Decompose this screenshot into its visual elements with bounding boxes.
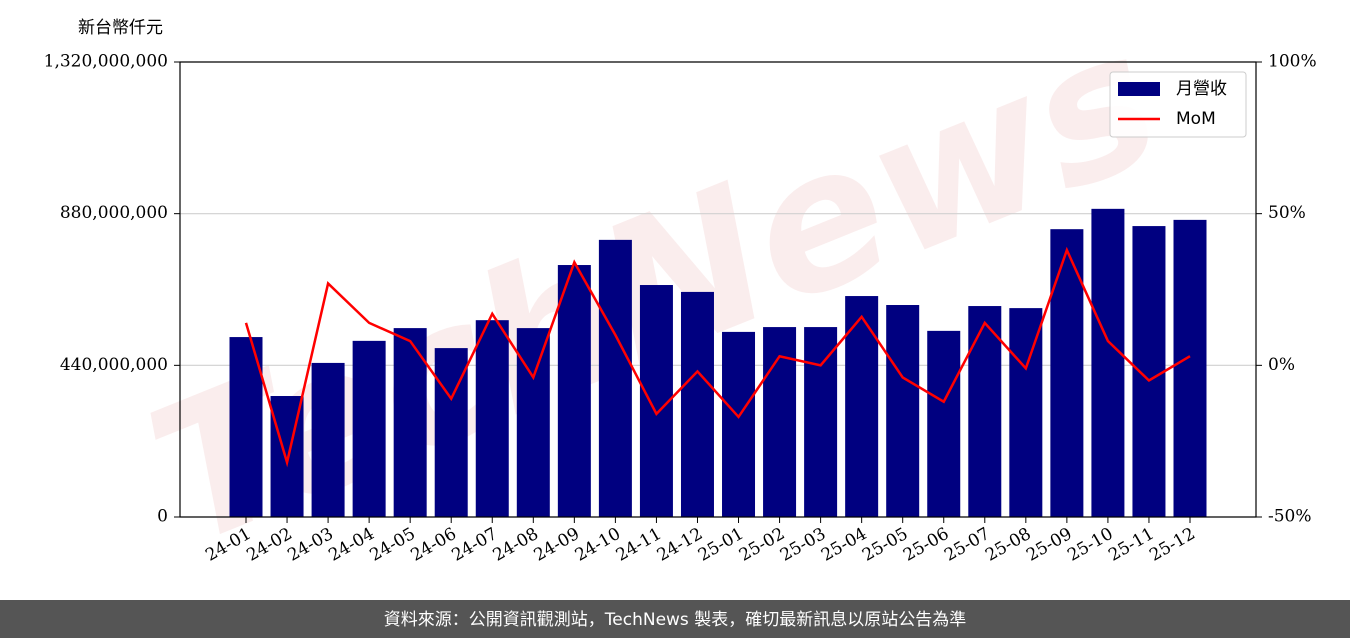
bar [886, 305, 920, 517]
y-tick-label: 1,320,000,000 [44, 52, 168, 72]
legend-label: 月營收 [1176, 79, 1227, 99]
y2-tick-label: -50% [1268, 507, 1312, 527]
bar [804, 327, 838, 517]
bar [1050, 229, 1084, 517]
x-tick-label: 25-06 [900, 524, 952, 566]
y-axis-label: 新台幣仟元 [78, 18, 163, 38]
x-tick-label: 24-12 [654, 524, 706, 566]
x-tick-label: 24-08 [490, 524, 542, 566]
x-tick-label: 25-09 [1023, 524, 1075, 566]
bar [680, 291, 714, 517]
bar [393, 328, 427, 517]
x-tick-label: 25-11 [1105, 524, 1157, 566]
bar [598, 239, 632, 517]
x-tick-label: 24-11 [613, 524, 665, 566]
footer-text: 資料來源：公開資訊觀測站，TechNews 製表，確切最新訊息以原站公告為準 [384, 610, 966, 630]
x-tick-label: 25-02 [736, 524, 788, 566]
bar [352, 340, 386, 517]
plot-frame [179, 61, 1257, 518]
bar [722, 331, 756, 517]
x-tick-label: 24-07 [449, 524, 501, 566]
x-tick-label: 25-12 [1146, 524, 1198, 566]
footer-bar [0, 600, 1350, 638]
bar [557, 265, 591, 517]
y-tick-label: 440,000,000 [60, 355, 168, 375]
bar [229, 337, 263, 517]
bar [311, 362, 345, 517]
x-tick-label: 24-06 [408, 524, 460, 566]
x-tick-label: 24-10 [572, 524, 624, 566]
bar [927, 330, 961, 517]
y2-tick-label: 0% [1268, 355, 1295, 375]
y2-tick-label: 100% [1268, 52, 1317, 72]
bar [516, 328, 550, 517]
x-tick-label: 25-05 [859, 524, 911, 566]
bar [475, 320, 509, 517]
bar [1091, 208, 1125, 517]
x-tick-label: 25-04 [818, 524, 870, 566]
bar [1132, 226, 1166, 518]
legend-swatch [1118, 82, 1160, 96]
x-tick-label: 24-09 [531, 524, 583, 566]
line [244, 246, 1191, 468]
x-tick-label: 24-05 [366, 524, 418, 566]
bar [968, 306, 1002, 517]
x-tick-label: 25-07 [941, 524, 993, 566]
x-tick-label: 25-01 [695, 524, 747, 566]
legend-label: MoM [1176, 109, 1216, 129]
y2-tick-label: 50% [1268, 203, 1306, 223]
y-tick-label: 880,000,000 [60, 203, 168, 223]
bar [1173, 219, 1207, 517]
x-tick-label: 25-08 [982, 524, 1034, 566]
x-tick-label: 25-10 [1064, 524, 1116, 566]
bar [1009, 308, 1043, 517]
y-tick-label: 0 [157, 507, 168, 527]
x-tick-label: 25-03 [777, 524, 829, 566]
